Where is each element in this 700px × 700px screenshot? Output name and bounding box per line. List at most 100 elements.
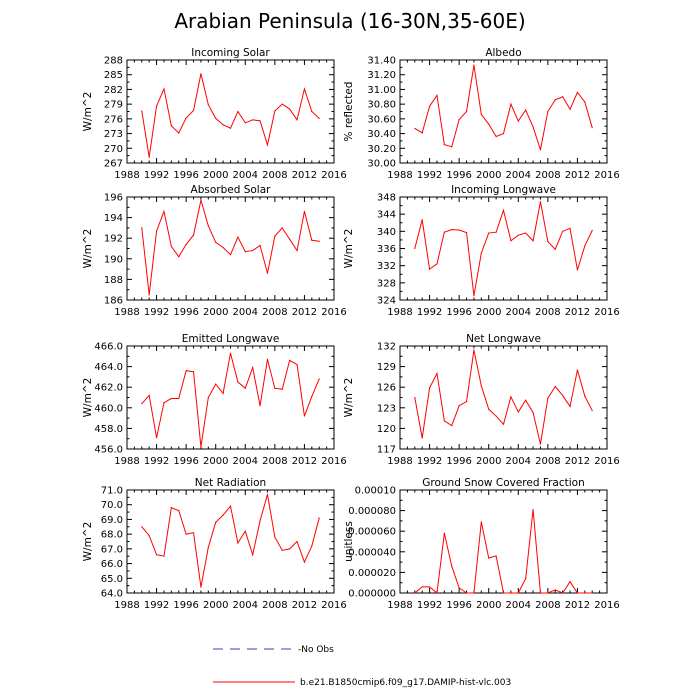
panel-title: Albedo [485, 47, 521, 59]
data-point [591, 409, 593, 412]
x-tick-label: 2008 [262, 307, 287, 318]
data-point [584, 592, 586, 594]
y-tick-label: 324 [377, 296, 396, 307]
x-tick-label: 2012 [565, 307, 590, 318]
y-tick-label: 129 [377, 362, 396, 373]
y-tick-label: 0.000080 [348, 506, 396, 517]
plot-frame [126, 196, 335, 301]
data-point [192, 109, 195, 112]
data-point [510, 240, 512, 242]
data-point [465, 110, 468, 113]
x-tick-label: 2012 [292, 307, 317, 318]
y-tick-label: 0.00010 [355, 486, 396, 497]
data-point [539, 443, 542, 445]
data-point [170, 507, 172, 509]
x-tick-label: 2000 [203, 456, 228, 467]
series-line [141, 353, 320, 448]
data-point [465, 592, 468, 594]
x-tick-label: 1988 [114, 456, 139, 467]
data-point [473, 295, 475, 297]
x-tick-label: 1988 [114, 307, 139, 318]
y-tick-label: 192 [104, 234, 123, 245]
data-point [311, 545, 313, 547]
data-point [451, 146, 453, 148]
y-tick-label: 30.60 [367, 114, 396, 125]
x-tick-label: 1992 [417, 600, 442, 611]
data-point [502, 592, 505, 594]
x-tick-label: 2012 [292, 600, 317, 611]
y-tick-label: 276 [104, 114, 123, 125]
x-tick-label: 2012 [292, 456, 317, 467]
data-point [207, 546, 209, 548]
data-point [576, 369, 579, 371]
data-point [252, 367, 254, 369]
data-point [252, 554, 254, 556]
data-point [259, 244, 261, 247]
data-point [576, 91, 579, 93]
y-axis-label: W/m^2 [343, 229, 355, 269]
data-point [465, 401, 468, 403]
data-point [414, 592, 416, 594]
plot-frame [126, 345, 335, 450]
y-tick-label: 332 [377, 261, 396, 272]
y-tick-label: 120 [377, 424, 396, 435]
x-tick-label: 2008 [262, 170, 287, 181]
data-point [303, 561, 306, 563]
x-tick-label: 1988 [114, 600, 139, 611]
panel-absorbed-solar: 1988 1992 1996 2000 2004 2008 2012 2016 186 188 19… [82, 184, 347, 318]
data-point [178, 397, 180, 400]
x-tick-label: 2000 [476, 600, 501, 611]
data-point [495, 555, 497, 557]
y-tick-label: 456.0 [94, 445, 123, 456]
data-point [163, 555, 165, 557]
x-tick-label: 2008 [262, 456, 287, 467]
x-tick-label: 2004 [506, 307, 531, 318]
data-point [281, 388, 283, 390]
panel-incoming-solar: 1988 1992 1996 2000 2004 2008 2012 2016 267 270 27… [82, 47, 347, 181]
data-point [562, 96, 564, 98]
data-point [252, 119, 254, 121]
y-axis-label: % reflected [343, 82, 355, 142]
data-point [510, 103, 512, 105]
data-point [200, 446, 202, 448]
y-tick-label: 70.0 [101, 500, 123, 511]
y-axis-label: unitless [343, 521, 355, 562]
data-point [266, 272, 269, 274]
y-tick-label: 66.0 [101, 559, 123, 570]
data-point [192, 371, 195, 373]
data-point [473, 64, 475, 66]
data-point [473, 592, 475, 594]
data-point [192, 532, 195, 534]
data-point [318, 117, 320, 119]
data-point [296, 249, 298, 252]
data-point [517, 592, 519, 594]
panel-albedo: 1988 1992 1996 2000 2004 2008 2012 2016 30.00 30.… [343, 47, 620, 181]
data-point [554, 385, 556, 388]
data-point [289, 108, 291, 110]
data-point [163, 210, 165, 213]
data-point [547, 241, 549, 243]
data-point [414, 247, 416, 250]
data-point [525, 577, 527, 580]
series-line [141, 494, 320, 588]
data-point [517, 234, 519, 236]
data-point [163, 402, 165, 404]
y-tick-label: 267 [104, 159, 123, 170]
data-point [170, 125, 172, 127]
data-point [525, 399, 527, 401]
data-point [480, 521, 482, 523]
x-tick-label: 1992 [144, 456, 169, 467]
series-line [414, 65, 593, 150]
x-tick-label: 1988 [387, 600, 412, 611]
panel-emitted-longwave: 1988 1992 1996 2000 2004 2008 2012 2016 456.0 458… [82, 333, 347, 467]
data-point [495, 415, 497, 417]
series-line [141, 199, 320, 295]
y-tick-label: 0.000060 [348, 527, 396, 538]
data-point [576, 269, 579, 271]
x-tick-label: 1992 [144, 170, 169, 181]
x-tick-label: 2000 [476, 456, 501, 467]
x-tick-label: 1996 [446, 600, 471, 611]
data-point [244, 530, 246, 532]
data-point [148, 394, 150, 397]
data-point [148, 156, 150, 158]
